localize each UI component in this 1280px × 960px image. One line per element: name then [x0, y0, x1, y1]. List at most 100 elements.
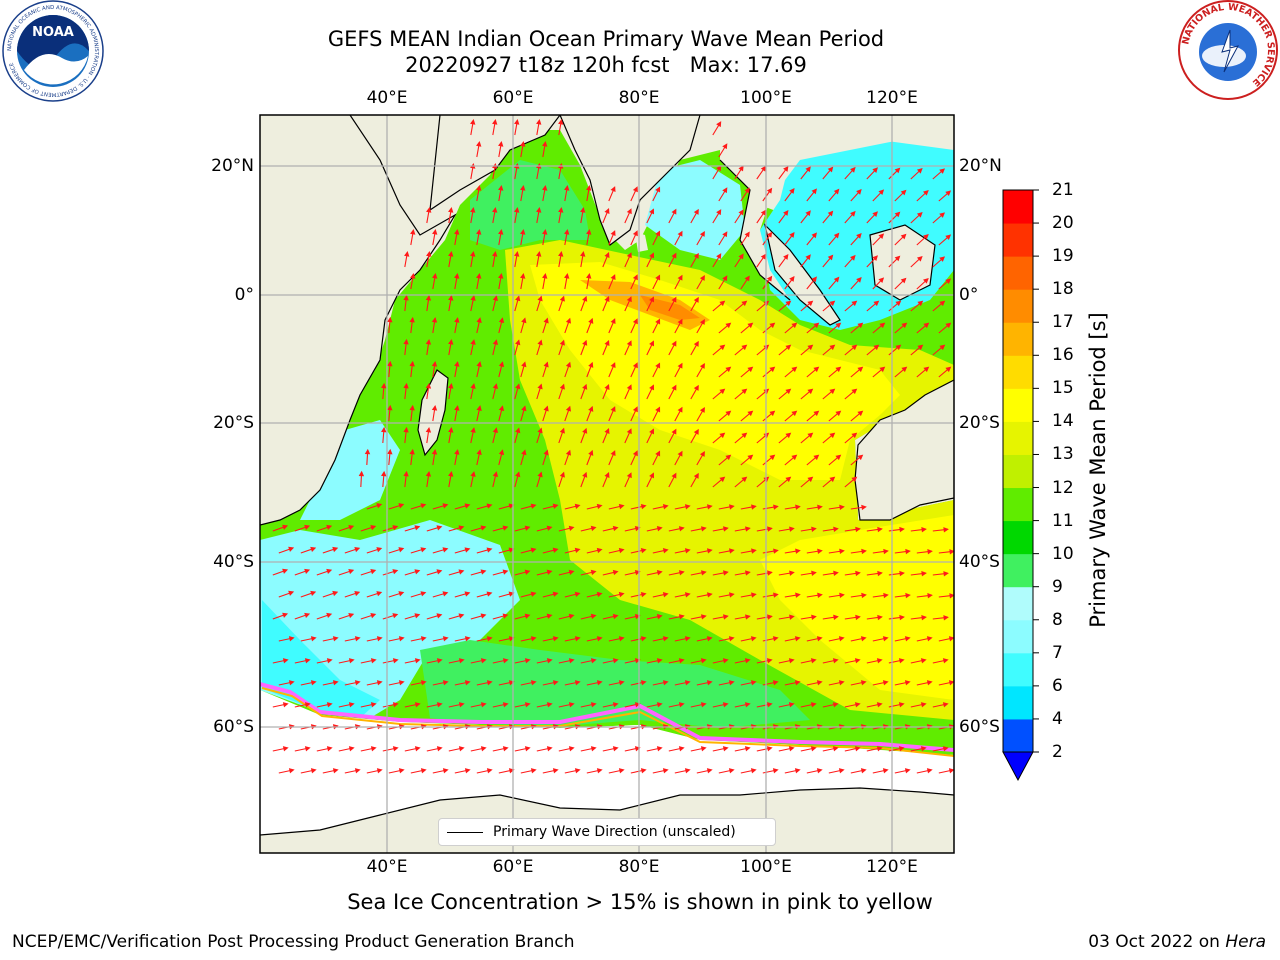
wave-arrow-head: [426, 251, 432, 257]
wave-arrow-head: [872, 211, 878, 217]
wave-arrow-head: [769, 366, 776, 373]
wave-arrow-head: [486, 547, 493, 553]
wave-arrow-head: [899, 614, 905, 621]
colorbar-tick-label: 8: [1052, 609, 1063, 630]
wave-arrow-head: [568, 613, 575, 619]
colorbar-segment: [1003, 421, 1033, 455]
wave-arrow-head: [789, 570, 795, 576]
run-date-text: 03 Oct 2022 on: [1088, 932, 1220, 952]
wave-arrow-head: [392, 525, 399, 531]
wave-arrow-head: [835, 410, 842, 417]
wave-arrow-head: [921, 570, 927, 577]
wave-arrow-head: [649, 296, 655, 303]
wave-arrow-head: [588, 405, 594, 412]
wave-arrow-head: [788, 658, 795, 664]
wave-arrow-head: [854, 702, 861, 708]
wave-arrow-head: [872, 255, 878, 261]
wave-arrow-head: [536, 251, 542, 257]
wave-arrow-head: [432, 273, 438, 279]
wave-arrow-head: [436, 746, 443, 752]
wave-arrow-head: [699, 406, 705, 413]
wave-arrow-head: [514, 251, 520, 257]
wave-arrow-head: [656, 746, 663, 752]
wave-arrow-head: [458, 525, 465, 531]
wave-arrow-head: [860, 768, 867, 774]
wave-arrow-head: [861, 504, 867, 511]
wave-arrow-head: [470, 427, 476, 433]
wave-arrow-head: [574, 768, 581, 774]
wave-arrow-head: [542, 273, 548, 279]
wave-arrow-head: [860, 680, 867, 686]
wave-arrow-head: [767, 614, 773, 620]
wave-arrow-head: [480, 613, 487, 619]
wave-arrow-head: [498, 361, 505, 368]
wave-arrow-head: [590, 569, 597, 576]
lat-tick-right: 20°S: [959, 413, 1000, 433]
wave-arrow-head: [508, 503, 515, 509]
wave-arrow-head: [816, 680, 823, 686]
wave-arrow-head: [877, 570, 883, 577]
wave-arrow-head: [632, 186, 638, 193]
wave-arrow-head: [693, 296, 699, 303]
wave-arrow-head: [750, 636, 757, 642]
wave-arrow-head: [596, 591, 603, 598]
wave-arrow-head: [856, 277, 862, 283]
wave-arrow-head: [610, 274, 616, 281]
wave-arrow-head: [409, 360, 415, 367]
wave-arrow-head: [492, 471, 499, 478]
wave-arrow-head: [876, 746, 883, 752]
wave-arrow-head: [568, 746, 575, 752]
wave-arrow-head: [376, 768, 383, 774]
wave-arrow-head: [794, 636, 801, 642]
wave-arrow-head: [700, 658, 707, 664]
wave-arrow-head: [520, 273, 526, 279]
colorbar-tick-label: 19: [1052, 246, 1074, 267]
wave-arrow-head: [839, 548, 845, 555]
wave-arrow-head: [596, 547, 603, 554]
wave-arrow-head: [807, 344, 814, 351]
wave-arrow-head: [612, 613, 619, 620]
wave-arrow-head: [829, 388, 836, 395]
chart-title: GEFS MEAN Indian Ocean Primary Wave Mean…: [160, 26, 1052, 78]
wave-arrow-head: [923, 322, 930, 329]
wave-arrow-head: [524, 525, 531, 531]
wave-arrow-head: [811, 276, 817, 283]
nws-logo: NATIONAL WEATHER SERVICE: [1178, 0, 1278, 100]
wave-arrow-head: [791, 454, 798, 461]
wave-arrow-head: [626, 340, 632, 347]
wave-arrow-head: [671, 472, 677, 479]
wave-arrow-head: [364, 448, 371, 455]
wave-arrow-head: [699, 318, 705, 325]
wave-arrow-head: [716, 209, 722, 216]
wave-arrow-head: [656, 702, 663, 708]
wave-arrow-head: [729, 548, 735, 554]
wave-arrow-head: [693, 472, 699, 479]
wave-arrow-head: [699, 230, 705, 237]
wave-arrow-head: [370, 658, 377, 664]
wave-arrow-head: [700, 570, 707, 576]
wave-arrow-head: [857, 454, 864, 461]
wave-arrow-head: [945, 366, 952, 373]
wave-arrow-head: [409, 448, 415, 455]
wave-arrow-head: [370, 746, 377, 752]
colorbar-tick-label: 2: [1052, 742, 1063, 762]
wave-arrow-head: [671, 208, 677, 215]
wave-arrow-head: [811, 570, 817, 576]
sumatra-land: [765, 225, 840, 325]
wave-arrow-head: [537, 339, 543, 346]
wave-arrow-head: [358, 470, 365, 477]
wave-arrow-head: [741, 344, 748, 351]
wave-arrow-head: [564, 273, 570, 279]
wave-arrow-head: [480, 569, 487, 575]
wave-arrow-head: [515, 383, 521, 390]
wave-arrow-head: [671, 340, 677, 347]
wave-arrow-head: [398, 680, 405, 686]
colorbar-tick-label: 11: [1052, 510, 1074, 531]
wave-arrow-head: [536, 119, 542, 125]
wave-arrow-head: [403, 382, 409, 389]
title-line-2: 20220927 t18z 120h fcst Max: 17.69: [405, 53, 807, 77]
wave-arrow-head: [813, 366, 820, 373]
colorbar-segment: [1003, 487, 1033, 522]
wave-arrow-head: [706, 548, 713, 554]
colorbar-label: Primary Wave Mean Period [s]: [1086, 312, 1110, 628]
